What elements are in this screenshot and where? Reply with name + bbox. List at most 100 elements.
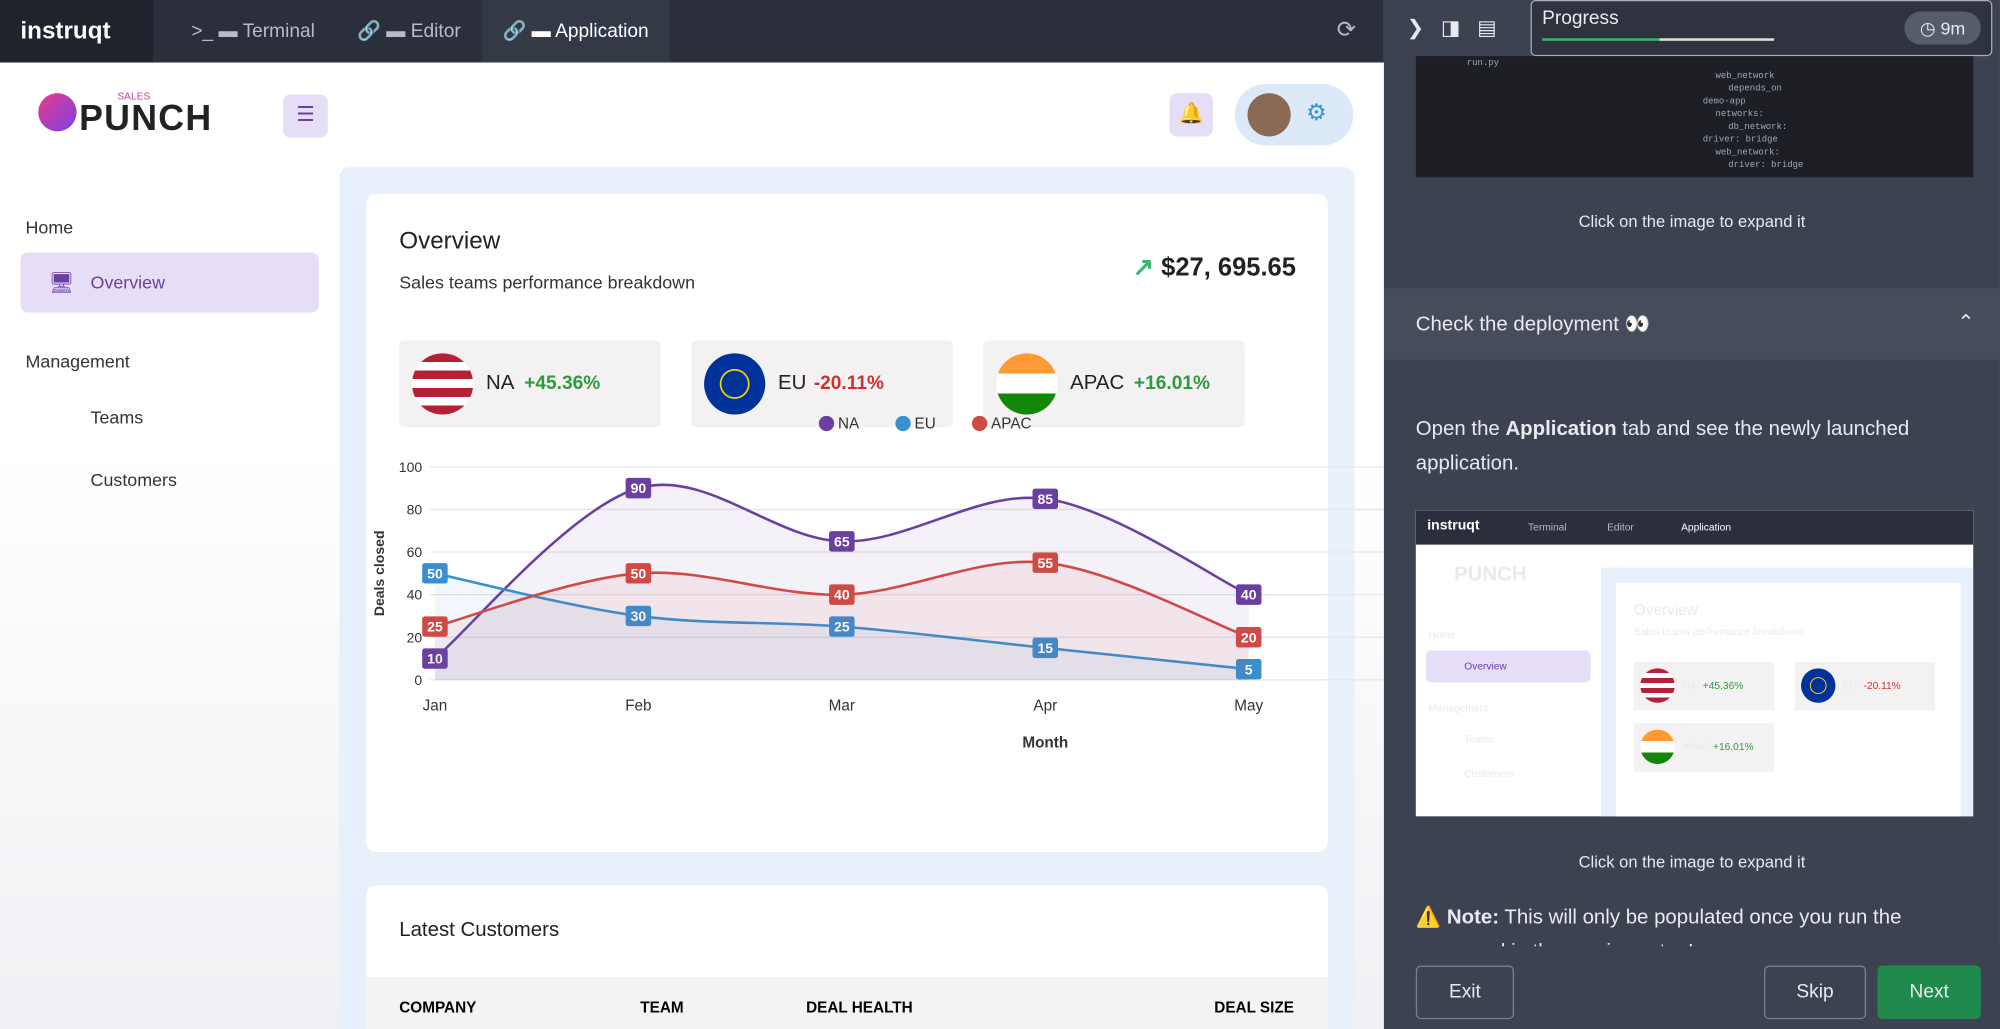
tab[interactable]: 🔗 ▬ Application [482,0,670,63]
data-label: 15 [1037,640,1053,656]
customers-card: Latest Customers COMPANY TEAM DEAL HEALT… [366,885,1328,1029]
progress: Progress ◷ 9m [1530,0,1993,57]
data-label-box [1235,584,1262,605]
timer: ◷ 9m [1904,11,1981,45]
tab[interactable]: >_ ▬ Terminal [191,20,315,43]
code-line: run.py [1466,58,1499,69]
hint: Click on the image to expand it [1578,852,1806,872]
flag [704,353,766,415]
thumb-region-change: -20.11% [1863,679,1901,692]
data-label-box [625,477,652,499]
y-tick-label: 80 [407,502,423,518]
tab[interactable]: 🔗 ▬ Editor [357,20,461,43]
thumb-region: EU -20.11% [1794,661,1935,711]
code-line: depends_on [1728,84,1782,95]
x-tick-label: Mar [829,697,855,714]
skip-button[interactable]: Skip [1764,965,1867,1020]
data-label: 20 [1241,629,1257,645]
region-change: -20.11% [813,372,884,395]
thumb-subtitle: Sales teams performance breakdown [1633,626,1803,638]
notification-button[interactable]: 🔔 [1169,93,1214,137]
instructions-panel: ❯ ◨ ▤ Progress ◷ 9m run.py web_network dep… [1383,0,2000,1029]
region-card: NA +45.36% [399,340,661,428]
thumbnail[interactable]: instruqt Terminal Editor Application PUN… [1415,510,1974,817]
data-label: 30 [631,608,647,624]
tab-label: Terminal [242,20,315,43]
flag [996,353,1058,415]
region-card: APAC +16.01% [983,340,1245,428]
legend-label: EU [915,416,936,433]
refresh-icon[interactable]: ⟳ [1336,16,1356,43]
data-label: 40 [1241,587,1257,603]
code-line: web_network: [1715,147,1780,159]
data-label-box [422,616,448,637]
logo-mark [38,93,77,132]
settings-icon[interactable]: ⚙ [1306,99,1327,125]
region-change: +45.36% [524,372,601,395]
logo-small: SALES [117,90,151,103]
data-label-box [1032,488,1059,509]
thumb-region-name: NA [1682,679,1697,692]
thumb-card: Overview Sales teams performance breakdo… [1616,582,1961,817]
x-tick-label: May [1234,697,1263,714]
x-tick-label: Feb [625,697,651,714]
column-header: COMPANY [399,998,477,1017]
thumb-tab: Editor [1607,521,1634,534]
data-label-box [625,605,652,627]
x-tick-label: Jan [423,697,448,714]
thumb-nav: Overview [1464,660,1507,673]
code-image[interactable]: run.py web_network depends_on demo-app netwo… [1415,56,1974,178]
y-tick-label: 0 [414,672,422,688]
exit-button[interactable]: Exit [1415,965,1515,1020]
legend-label: APAC [991,416,1032,433]
nav-item[interactable]: Teams [90,406,144,428]
thumb-flag [1801,668,1836,703]
thumb-tab: Terminal [1528,521,1567,534]
thumb-tabs: instruqt Terminal Editor Application [1415,510,1974,545]
data-label: 25 [834,619,850,635]
menu-button[interactable]: ☰ [283,94,328,138]
thumb-nav: Home [1428,628,1456,641]
avatar [1247,93,1291,137]
timer-value: 9m [1940,17,1966,39]
data-label: 10 [427,651,443,667]
column-header: DEAL HEALTH [806,998,913,1017]
profile[interactable]: ⚙ [1234,84,1354,146]
brand: instruqt [0,0,154,63]
section-header[interactable]: Check the deployment 👀 ⌃ [1383,288,2000,360]
data-label-box [1235,658,1262,680]
logo: PUNCH [79,98,213,138]
column-header: TEAM [640,998,684,1017]
note-label: Note: [1446,906,1500,929]
data-label: 40 [834,587,850,603]
table-header [366,977,1328,1029]
thumb-nav-active: Overview [1426,650,1591,683]
region-name: APAC [1070,372,1125,395]
thumb-logo: PUNCH [1454,563,1527,586]
area [434,484,1249,680]
area [434,561,1249,680]
overview-card: Overview Sales teams performance breakdo… [366,193,1384,853]
thumb-nav: Teams [1464,733,1495,745]
region-card: EU -20.11% [691,340,953,428]
next-button[interactable]: Next [1877,965,1981,1020]
instruction: Open the Application tab and see the new… [1416,412,1952,481]
data-label: 50 [427,565,443,581]
thumb-flag [1640,729,1675,765]
toolbar-icons[interactable]: ❯ ◨ ▤ [1406,17,1497,40]
data-label-box [422,563,448,584]
thumb-region-name: APAC [1682,741,1710,753]
data-label: 55 [1037,555,1053,571]
thumb-flag [1640,668,1675,703]
region-name: NA [485,372,515,395]
data-label-box [1032,552,1059,573]
y-tick-label: 20 [407,629,423,645]
data-label: 85 [1037,491,1053,507]
data-label: 25 [427,619,443,635]
nav-item-active[interactable]: 🖥 Overview [20,252,319,313]
chart: 0 20 40 60 80 100 Jan Feb Mar Apr May Month Deals cl… [371,416,1384,751]
tab-label: Application [555,20,649,43]
note-text: This will only be populated once you run… [1416,906,1902,947]
nav-item[interactable]: Customers [90,469,177,490]
progress-bar [1542,38,1660,41]
